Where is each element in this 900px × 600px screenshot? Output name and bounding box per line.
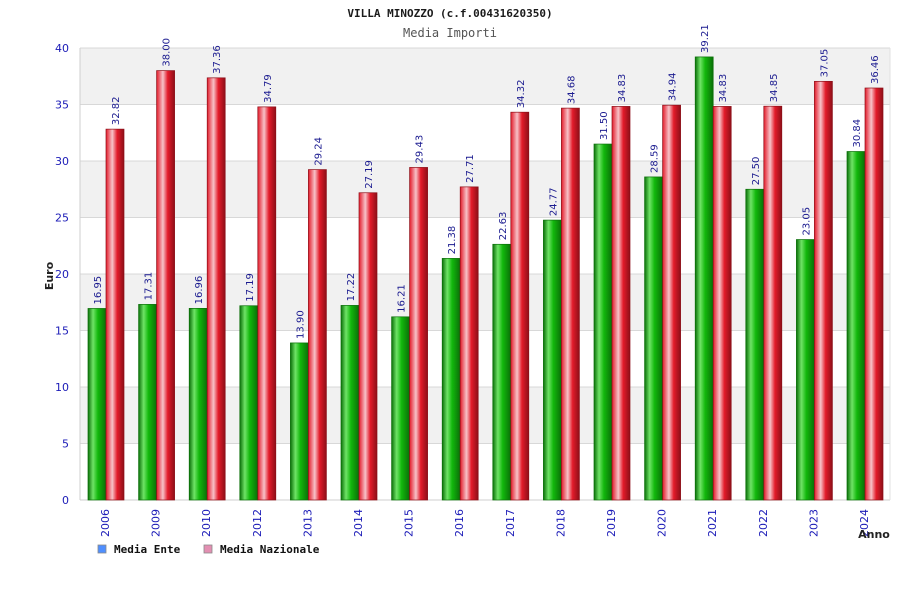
media-ente-bar: [87, 308, 107, 501]
media-ente-value-label: 28.59: [650, 144, 661, 173]
x-tick-label: 2013: [301, 509, 314, 537]
media-nazionale-bar: [763, 105, 783, 501]
x-tick-label: 2010: [200, 509, 213, 537]
media-nazionale-value-label: 34.94: [668, 73, 679, 102]
y-tick-label: 40: [55, 42, 69, 55]
legend-label: Media Ente: [114, 543, 181, 556]
media-nazionale-bar: [459, 186, 479, 501]
media-nazionale-bar: [662, 104, 681, 501]
legend-label: Media Nazionale: [220, 543, 320, 556]
x-tick-label: 2021: [706, 509, 719, 537]
media-nazionale-bar: [358, 192, 378, 501]
media-nazionale-value-label: 27.19: [364, 160, 375, 189]
x-tick-label: 2014: [352, 509, 365, 537]
y-tick-label: 35: [55, 99, 69, 112]
media-ente-value-label: 17.19: [245, 273, 256, 302]
media-nazionale-value-label: 34.85: [769, 74, 780, 103]
media-nazionale-value-label: 32.82: [111, 96, 122, 125]
media-nazionale-bar: [712, 106, 732, 501]
media-ente-value-label: 17.31: [144, 272, 155, 301]
legend-swatch: [97, 544, 107, 554]
media-ente-value-label: 39.21: [700, 24, 711, 53]
media-nazionale-bar: [206, 77, 226, 501]
media-nazionale-value-label: 34.83: [718, 74, 729, 103]
media-ente-bar: [694, 56, 714, 501]
media-nazionale-value-label: 29.24: [313, 137, 324, 166]
media-nazionale-value-label: 38.00: [162, 38, 173, 67]
media-nazionale-bar: [611, 106, 631, 501]
y-tick-label: 15: [55, 325, 69, 338]
media-nazionale-bar: [308, 169, 327, 501]
x-tick-label: 2012: [251, 509, 264, 537]
media-nazionale-value-label: 34.32: [516, 80, 527, 109]
media-ente-value-label: 24.77: [548, 187, 559, 216]
x-tick-label: 2017: [504, 509, 517, 537]
x-tick-label: 2023: [807, 509, 820, 537]
media-nazionale-bar: [510, 111, 530, 501]
media-nazionale-value-label: 29.43: [415, 135, 426, 164]
x-tick-label: 2006: [99, 509, 112, 537]
media-ente-bar: [796, 239, 815, 501]
x-tick-label: 2018: [554, 509, 567, 537]
media-nazionale-bar: [257, 106, 277, 501]
media-ente-value-label: 31.50: [599, 111, 610, 140]
media-ente-value-label: 27.50: [751, 157, 762, 186]
media-nazionale-bar: [864, 87, 884, 501]
media-nazionale-value-label: 34.68: [566, 75, 577, 104]
y-tick-label: 30: [55, 155, 69, 168]
media-nazionale-value-label: 34.83: [617, 74, 628, 103]
media-ente-bar: [391, 316, 410, 501]
media-nazionale-bar: [561, 107, 580, 501]
x-tick-label: 2020: [656, 509, 669, 537]
x-tick-label: 2016: [453, 509, 466, 537]
legend-swatch: [203, 544, 213, 554]
chart-title: VILLA MINOZZO (c.f.00431620350): [347, 7, 552, 20]
media-ente-bar: [138, 304, 157, 501]
x-tick-label: 2015: [403, 509, 416, 537]
media-nazionale-value-label: 36.46: [870, 55, 881, 84]
media-ente-bar: [593, 143, 613, 501]
media-ente-value-label: 16.95: [93, 276, 104, 305]
media-ente-bar: [239, 305, 259, 501]
media-ente-bar: [188, 308, 208, 501]
media-ente-value-label: 16.96: [194, 276, 205, 305]
media-ente-value-label: 17.22: [346, 273, 357, 302]
media-ente-bar: [846, 151, 866, 501]
y-tick-label: 5: [62, 438, 69, 451]
media-nazionale-value-label: 27.71: [465, 154, 476, 183]
media-nazionale-value-label: 34.79: [263, 74, 274, 103]
x-axis-label: Anno: [858, 528, 890, 541]
x-tick-label: 2022: [757, 509, 770, 537]
media-ente-bar: [745, 188, 765, 501]
y-tick-label: 25: [55, 212, 69, 225]
media-ente-bar: [644, 176, 663, 501]
media-nazionale-value-label: 37.36: [212, 45, 223, 74]
media-nazionale-bar: [814, 80, 833, 501]
media-ente-value-label: 16.21: [397, 284, 408, 313]
media-ente-value-label: 21.38: [447, 226, 458, 255]
media-ente-value-label: 22.63: [498, 212, 509, 241]
media-ente-bar: [492, 243, 512, 501]
media-nazionale-bar: [105, 128, 125, 501]
media-ente-value-label: 30.84: [852, 119, 863, 148]
media-ente-bar: [290, 342, 309, 501]
media-ente-bar: [340, 305, 360, 501]
x-tick-label: 2009: [150, 509, 163, 537]
media-nazionale-bar: [156, 70, 175, 501]
y-axis-label: Euro: [43, 261, 56, 290]
y-tick-label: 0: [62, 494, 69, 507]
y-tick-label: 20: [55, 268, 69, 281]
chart-subtitle: Media Importi: [403, 26, 497, 40]
media-ente-value-label: 13.90: [295, 310, 306, 339]
media-ente-bar: [543, 219, 562, 501]
media-nazionale-bar: [409, 167, 428, 501]
media-nazionale-value-label: 37.05: [819, 49, 830, 78]
x-tick-label: 2019: [605, 509, 618, 537]
media-ente-value-label: 23.05: [801, 207, 812, 236]
media-ente-bar: [441, 258, 461, 501]
y-tick-label: 10: [55, 381, 69, 394]
x-tick-label: 2024: [858, 509, 871, 537]
